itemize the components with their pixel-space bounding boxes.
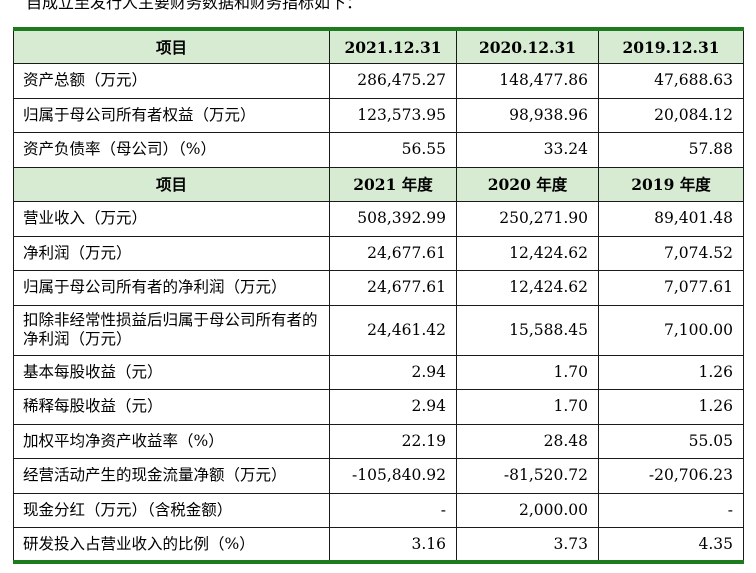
cell-2020: 3.73 [456, 527, 599, 563]
intro-text: 自成立至发行人主要财务数据和财务指标如下： [26, 0, 363, 12]
cell-2020: 12,424.62 [456, 270, 599, 306]
row-label: 经营活动产生的现金流量净额（万元） [13, 458, 330, 494]
cell-2020: 12,424.62 [456, 235, 599, 271]
header-row-balance: 项目 2021.12.31 2020.12.31 2019.12.31 [13, 28, 744, 64]
table-row: 归属于母公司所有者的净利润（万元） 24,677.61 12,424.62 7,… [13, 270, 744, 306]
cell-2021: 286,475.27 [329, 63, 457, 99]
cell-2019: 20,084.12 [598, 97, 744, 133]
table-row: 稀释每股收益（元） 2.94 1.70 1.26 [13, 389, 744, 425]
cell-2021: -105,840.92 [329, 458, 457, 494]
header-row-income: 项目 2021 年度 2020 年度 2019 年度 [13, 166, 744, 202]
row-label: 稀释每股收益（元） [13, 389, 330, 425]
cell-2021: 24,461.42 [329, 304, 457, 356]
cell-2020: 250,271.90 [456, 201, 599, 237]
cell-2021: 2.94 [329, 389, 457, 425]
header-item: 项目 [13, 28, 330, 64]
row-label: 基本每股收益（元） [13, 354, 330, 390]
table-row: 经营活动产生的现金流量净额（万元） -105,840.92 -81,520.72… [13, 458, 744, 494]
table-row: 扣除非经常性损益后归属于母公司所有者的净利润（万元） 24,461.42 15,… [13, 304, 744, 356]
cell-2020: 98,938.96 [456, 97, 599, 133]
cell-2019: 7,074.52 [598, 235, 744, 271]
header-2020: 2020 年度 [456, 166, 599, 202]
header-2020: 2020.12.31 [456, 28, 599, 64]
table-row: 现金分红（万元）（含税金额） - 2,000.00 - [13, 492, 744, 528]
table-row: 归属于母公司所有者权益（万元） 123,573.95 98,938.96 20,… [13, 97, 744, 133]
header-2021: 2021 年度 [329, 166, 457, 202]
row-label: 营业收入（万元） [13, 201, 330, 237]
row-label: 扣除非经常性损益后归属于母公司所有者的净利润（万元） [13, 304, 330, 356]
financial-table: 项目 2021.12.31 2020.12.31 2019.12.31 资产总额… [13, 27, 744, 564]
table-row: 净利润（万元） 24,677.61 12,424.62 7,074.52 [13, 235, 744, 271]
cell-2021: 24,677.61 [329, 235, 457, 271]
cell-2020: 15,588.45 [456, 304, 599, 356]
cell-2019: 7,077.61 [598, 270, 744, 306]
cell-2021: - [329, 492, 457, 528]
header-2019: 2019 年度 [598, 166, 744, 202]
cell-2021: 24,677.61 [329, 270, 457, 306]
row-label: 加权平均净资产收益率（%） [13, 423, 330, 459]
cell-2020: 1.70 [456, 389, 599, 425]
cell-2019: 1.26 [598, 389, 744, 425]
header-item: 项目 [13, 166, 330, 202]
cell-2021: 3.16 [329, 527, 457, 563]
cell-2021: 508,392.99 [329, 201, 457, 237]
cell-2020: -81,520.72 [456, 458, 599, 494]
header-2019: 2019.12.31 [598, 28, 744, 64]
cell-2020: 1.70 [456, 354, 599, 390]
cell-2019: 7,100.00 [598, 304, 744, 356]
row-label: 现金分红（万元）（含税金额） [13, 492, 330, 528]
cell-2019: 47,688.63 [598, 63, 744, 99]
cell-2020: 2,000.00 [456, 492, 599, 528]
cell-2019: 57.88 [598, 132, 744, 168]
cell-2021: 123,573.95 [329, 97, 457, 133]
row-label: 资产总额（万元） [13, 63, 330, 99]
cell-2020: 33.24 [456, 132, 599, 168]
row-label: 归属于母公司所有者的净利润（万元） [13, 270, 330, 306]
row-label: 研发投入占营业收入的比例（%） [13, 527, 330, 563]
cell-2021: 56.55 [329, 132, 457, 168]
cell-2021: 2.94 [329, 354, 457, 390]
table-row: 基本每股收益（元） 2.94 1.70 1.26 [13, 354, 744, 390]
cell-2019: 4.35 [598, 527, 744, 563]
cell-2019: 89,401.48 [598, 201, 744, 237]
table-row: 资产负债率（母公司）（%） 56.55 33.24 57.88 [13, 132, 744, 168]
table-row: 资产总额（万元） 286,475.27 148,477.86 47,688.63 [13, 63, 744, 99]
row-label: 资产负债率（母公司）（%） [13, 132, 330, 168]
cell-2019: 1.26 [598, 354, 744, 390]
cell-2019: - [598, 492, 744, 528]
header-2021: 2021.12.31 [329, 28, 457, 64]
cell-2020: 28.48 [456, 423, 599, 459]
row-label: 归属于母公司所有者权益（万元） [13, 97, 330, 133]
cell-2019: 55.05 [598, 423, 744, 459]
table-row: 研发投入占营业收入的比例（%） 3.16 3.73 4.35 [13, 527, 744, 563]
table-row: 营业收入（万元） 508,392.99 250,271.90 89,401.48 [13, 201, 744, 237]
cell-2019: -20,706.23 [598, 458, 744, 494]
table-row: 加权平均净资产收益率（%） 22.19 28.48 55.05 [13, 423, 744, 459]
cell-2021: 22.19 [329, 423, 457, 459]
row-label: 净利润（万元） [13, 235, 330, 271]
cell-2020: 148,477.86 [456, 63, 599, 99]
